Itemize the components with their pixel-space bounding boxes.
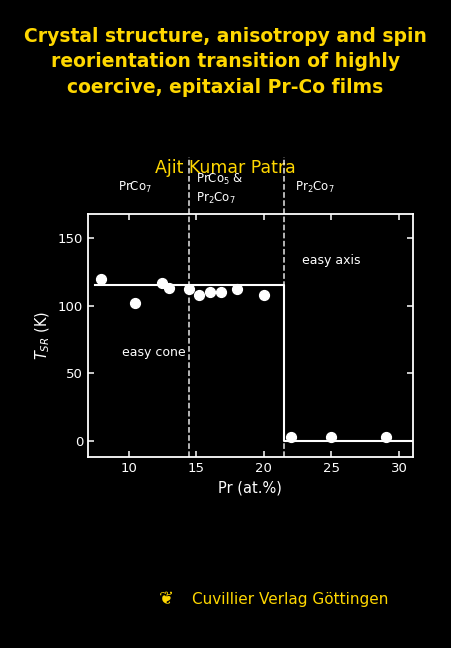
Text: PrCo$_5$ &: PrCo$_5$ & xyxy=(196,172,244,187)
Text: Cuvillier Verlag Göttingen: Cuvillier Verlag Göttingen xyxy=(192,592,388,607)
Point xyxy=(186,284,193,295)
Point xyxy=(132,298,139,308)
Point xyxy=(206,287,213,297)
Text: Crystal structure, anisotropy and spin
reorientation transition of highly
coerci: Crystal structure, anisotropy and spin r… xyxy=(24,27,427,97)
Point xyxy=(166,283,173,294)
Text: Pr$_2$Co$_7$: Pr$_2$Co$_7$ xyxy=(196,191,236,206)
Point xyxy=(217,287,224,297)
Point xyxy=(328,432,335,442)
Text: Pr$_2$Co$_7$: Pr$_2$Co$_7$ xyxy=(295,180,335,195)
Text: PrCo$_7$: PrCo$_7$ xyxy=(118,180,152,195)
Point xyxy=(382,432,389,442)
Text: Ajit Kumar Patra: Ajit Kumar Patra xyxy=(155,159,296,177)
Text: ❦: ❦ xyxy=(159,590,174,608)
Point xyxy=(159,277,166,288)
Text: easy axis: easy axis xyxy=(302,255,360,268)
Point xyxy=(287,432,295,442)
Point xyxy=(98,273,105,284)
Y-axis label: $T_{SR}$ (K): $T_{SR}$ (K) xyxy=(34,310,52,360)
Text: easy cone: easy cone xyxy=(122,347,185,360)
Point xyxy=(195,290,202,300)
Point xyxy=(260,290,267,300)
Point xyxy=(233,284,240,295)
X-axis label: Pr (at.%): Pr (at.%) xyxy=(218,480,282,495)
